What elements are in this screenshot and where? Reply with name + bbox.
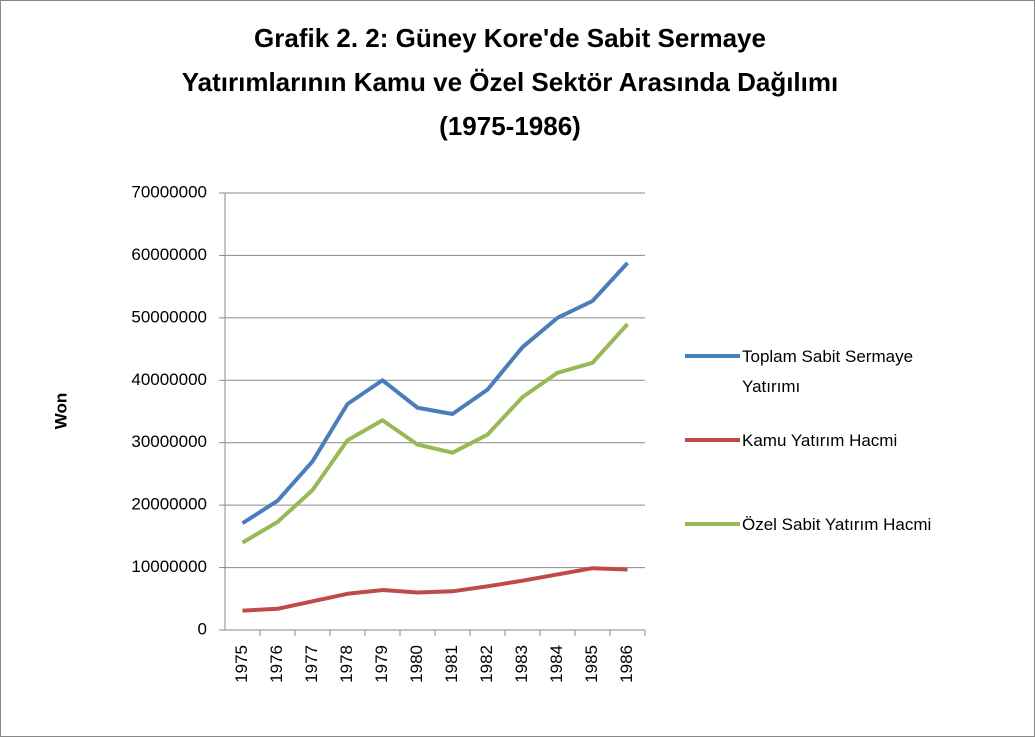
y-axis-label: Won [51,393,70,430]
y-tick-label: 70000000 [131,182,207,201]
legend-swatch [685,438,740,442]
series-line [242,566,628,613]
x-tick-label: 1977 [302,645,321,683]
x-tick-label: 1984 [547,645,566,683]
y-tick-label: 40000000 [131,370,207,389]
y-tick-label: 0 [198,619,207,638]
y-tick-label: 10000000 [131,557,207,576]
x-tick-label: 1985 [582,645,601,683]
y-tick-label: 20000000 [131,495,207,514]
x-tick-label: 1979 [372,645,391,683]
chart-title: Grafik 2. 2: Güney Kore'de Sabit Sermaye… [181,23,839,141]
y-tick-label: 60000000 [131,245,207,264]
x-tick-label: 1983 [512,645,531,683]
x-tick-label: 1978 [337,645,356,683]
y-tick-label: 50000000 [131,307,207,326]
legend-item: Toplam Sabit Sermaye Yatırımı [685,340,1025,424]
x-tick-label: 1982 [477,645,496,683]
x-tick-label: 1976 [267,645,286,683]
x-tick-label: 1975 [232,645,251,683]
series-line [241,261,629,525]
legend-swatch [685,354,740,358]
legend-swatch [685,522,740,526]
legend-label: Özel Sabit Yatırım Hacmi [742,515,932,534]
legend: Toplam Sabit Sermaye Yatırımı Kamu Yatırı… [685,340,1025,592]
legend-label: Kamu Yatırım Hacmi [742,431,898,450]
x-tick-label: 1981 [442,645,461,683]
y-tick-label: 30000000 [131,432,207,451]
series-line [241,322,629,545]
legend-item: Kamu Yatırım Hacmi [685,424,1025,508]
x-tick-label: 1980 [407,645,426,683]
legend-label: Toplam Sabit Sermaye Yatırımı [742,347,914,396]
legend-item: Özel Sabit Yatırım Hacmi [685,508,1025,592]
x-tick-label: 1986 [617,645,636,683]
